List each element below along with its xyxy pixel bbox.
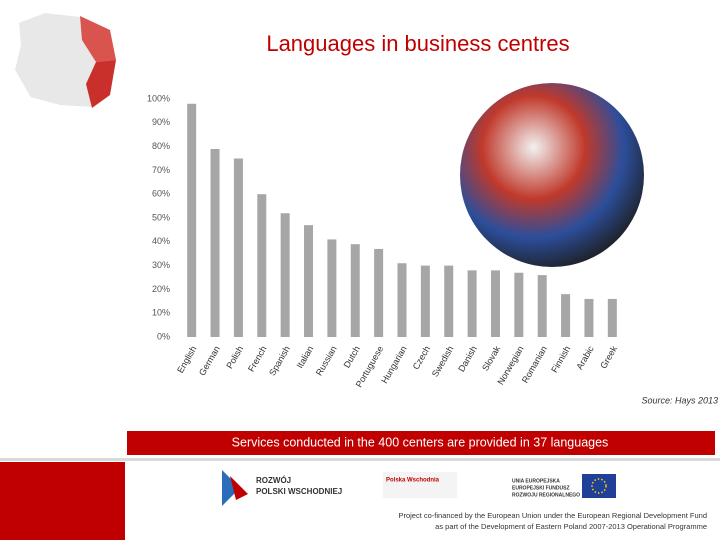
- bar: [350, 244, 360, 337]
- logo-text: EUROPEJSKI FUNDUSZ: [512, 485, 570, 491]
- bar: [584, 298, 594, 337]
- logo-text: POLSKI WSCHODNIEJ: [256, 487, 342, 496]
- x-tick-label: Polish: [224, 344, 245, 370]
- bar: [397, 263, 407, 337]
- y-tick-label: 70%: [152, 165, 170, 175]
- corner-block: [0, 462, 125, 540]
- y-tick-label: 80%: [152, 141, 170, 151]
- y-tick-label: 90%: [152, 117, 170, 127]
- bar: [280, 213, 290, 337]
- banner-text: Services conducted in the 400 centers ar…: [232, 435, 609, 449]
- y-tick-label: 50%: [152, 212, 170, 222]
- y-tick-label: 40%: [152, 236, 170, 246]
- bar: [607, 298, 617, 337]
- bar: [467, 270, 477, 337]
- x-tick-label: German: [197, 344, 222, 377]
- x-tick-label: Slovak: [480, 344, 502, 373]
- bar: [374, 248, 384, 337]
- x-tick-label: Spanish: [267, 344, 292, 377]
- logo-rozwoj: ROZWÓJ POLSKI WSCHODNIEJ: [222, 470, 342, 506]
- x-tick-label: Czech: [411, 344, 432, 371]
- map-decoration: [12, 10, 118, 110]
- y-tick-label: 60%: [152, 189, 170, 199]
- bar: [233, 158, 243, 337]
- x-tick-label: Italian: [295, 344, 316, 370]
- x-tick-label: French: [246, 344, 269, 373]
- bar: [210, 148, 220, 337]
- logo-text: Polska Wschodnia: [386, 478, 440, 484]
- divider: [0, 458, 720, 461]
- footer-text: as part of the Development of Eastern Po…: [435, 522, 707, 531]
- logo-text: ROZWOJU REGIONALNEGO: [512, 492, 580, 498]
- source: Source: Hays 2013: [641, 395, 718, 405]
- globe-decoration: [460, 83, 644, 267]
- bar: [490, 270, 500, 337]
- x-tick-label: Danish: [456, 344, 479, 373]
- x-tick-label: Greek: [598, 344, 619, 371]
- footer-text: Project co-financed by the European Unio…: [398, 511, 707, 520]
- y-tick-label: 10%: [152, 308, 170, 318]
- chart-title: Languages in business centres: [266, 31, 569, 56]
- x-tick-label: Finnish: [549, 344, 572, 374]
- bar: [327, 239, 337, 337]
- bar: [561, 294, 571, 337]
- x-tick-label: Russian: [314, 344, 339, 377]
- logo-text: ROZWÓJ: [256, 476, 291, 485]
- x-tick-label: Dutch: [342, 344, 362, 369]
- logo-text: UNIA EUROPEJSKA: [512, 478, 560, 484]
- bar: [257, 194, 267, 337]
- logo-eu: UNIA EUROPEJSKA EUROPEJSKI FUNDUSZ ROZWO…: [512, 474, 616, 498]
- bar: [420, 265, 430, 337]
- y-tick-label: 20%: [152, 284, 170, 294]
- y-tick-label: 100%: [147, 93, 170, 103]
- x-tick-label: Swedish: [430, 344, 456, 378]
- bar: [444, 265, 454, 337]
- y-tick-label: 30%: [152, 260, 170, 270]
- bar: [537, 275, 547, 337]
- bar: [304, 225, 314, 337]
- y-tick-label: 0%: [157, 331, 170, 341]
- x-tick-label: English: [175, 344, 198, 375]
- bar: [187, 103, 197, 337]
- bar: [514, 272, 524, 337]
- banner: [127, 431, 715, 455]
- x-tick-label: Arabic: [574, 344, 596, 372]
- logo-polska-wschodnia: Polska Wschodnia: [383, 472, 457, 498]
